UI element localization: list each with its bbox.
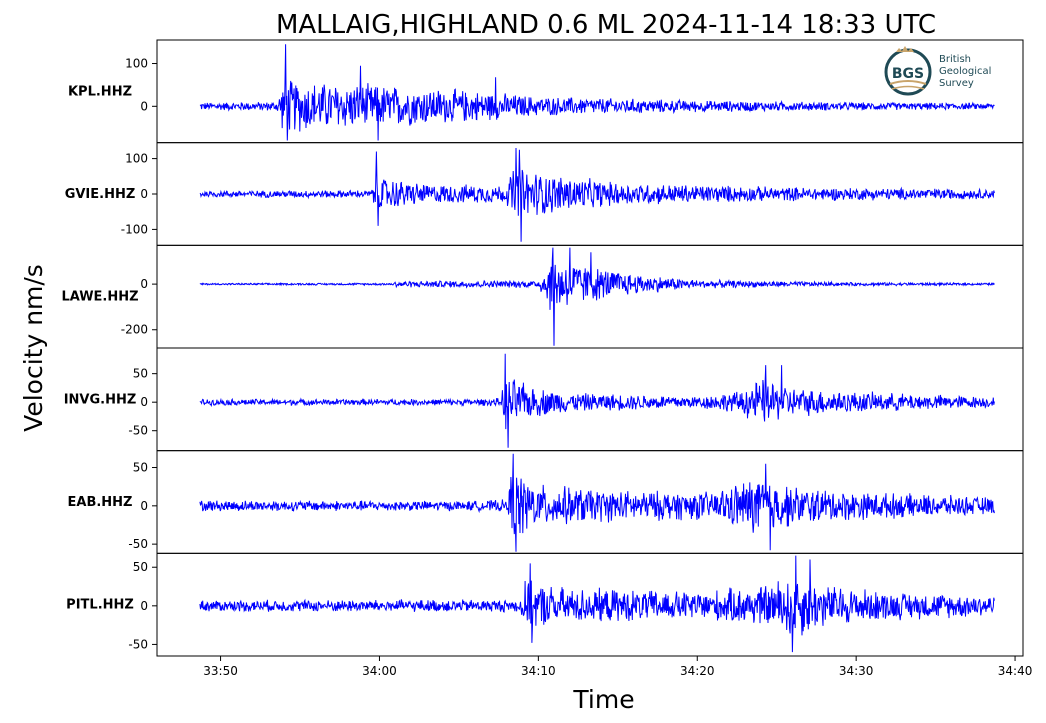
- panel-eab-hhz: EAB.HHZ 50 0 -50: [68, 450, 1024, 554]
- y-tick-label: 100: [125, 152, 148, 166]
- panel-gvie-hhz: GVIE.HHZ 100 0 -100: [65, 142, 1024, 246]
- y-tick-label: 0: [140, 99, 148, 113]
- station-panels: KPL.HHZ1000GVIE.HHZ1000-100LAWE.HHZ0-200…: [61, 39, 1024, 657]
- y-tick-label: 0: [140, 277, 148, 291]
- y-tick-label: 100: [125, 57, 148, 71]
- y-tick-label: -200: [121, 323, 148, 337]
- y-tick-label: -50: [128, 537, 148, 551]
- trace-line: [199, 147, 995, 242]
- logo-wave-1: [889, 80, 927, 85]
- logo-line-2: Geological: [939, 66, 991, 77]
- trace-line: [199, 555, 995, 653]
- y-tick-label: -100: [121, 222, 148, 236]
- trace-line: [199, 44, 995, 141]
- y-tick-label: 0: [140, 499, 148, 513]
- time-axis: 33:50 34:00 34:10 34:20 34:30 34:40: [203, 656, 1032, 678]
- panel-kpl-hhz: KPL.HHZ 100 0: [68, 39, 1024, 144]
- station-label: INVG.HHZ: [64, 392, 137, 407]
- x-tick-label: 34:10: [521, 664, 556, 678]
- logo-line-3: Survey: [939, 78, 974, 89]
- y-tick-label: 0: [140, 187, 148, 201]
- trace-line: [199, 453, 995, 552]
- x-tick-label: 34:20: [680, 664, 715, 678]
- panel-invg-hhz: INVG.HHZ 50 0 -50: [64, 347, 1024, 452]
- y-tick-label: 50: [133, 560, 148, 574]
- station-label: PITL.HHZ: [66, 598, 134, 613]
- chart-title: MALLAIG,HIGHLAND 0.6 ML 2024-11-14 18:33…: [276, 10, 936, 40]
- x-tick-label: 34:30: [839, 664, 874, 678]
- y-axis-label: Velocity nm/s: [19, 264, 48, 432]
- panel-pitl-hhz: PITL.HHZ 50 0 -50: [66, 552, 1024, 657]
- y-tick-label: 50: [133, 367, 148, 381]
- panel-frame: [156, 552, 1024, 657]
- y-tick-label: 0: [140, 599, 148, 613]
- station-label: EAB.HHZ: [68, 495, 133, 510]
- trace-line: [199, 353, 995, 448]
- x-axis-label: Time: [572, 685, 634, 714]
- logo-mark: BGS: [892, 66, 924, 82]
- x-tick-label: 34:40: [998, 664, 1033, 678]
- station-label: LAWE.HHZ: [61, 290, 138, 305]
- bgs-logo: BGS British Geological Survey: [884, 46, 991, 96]
- station-label: GVIE.HHZ: [65, 187, 136, 202]
- x-tick-label: 33:50: [203, 664, 238, 678]
- y-tick-label: 50: [133, 461, 148, 475]
- x-tick-label: 34:00: [362, 664, 397, 678]
- logo-wave-2: [891, 85, 925, 90]
- y-tick-label: -50: [128, 637, 148, 651]
- crown-icon: [896, 46, 914, 52]
- trace-line: [199, 247, 995, 346]
- y-tick-label: 0: [140, 395, 148, 409]
- panel-frame: [156, 244, 1024, 349]
- station-label: KPL.HHZ: [68, 84, 132, 99]
- y-tick-label: -50: [128, 424, 148, 438]
- logo-line-1: British: [939, 54, 971, 65]
